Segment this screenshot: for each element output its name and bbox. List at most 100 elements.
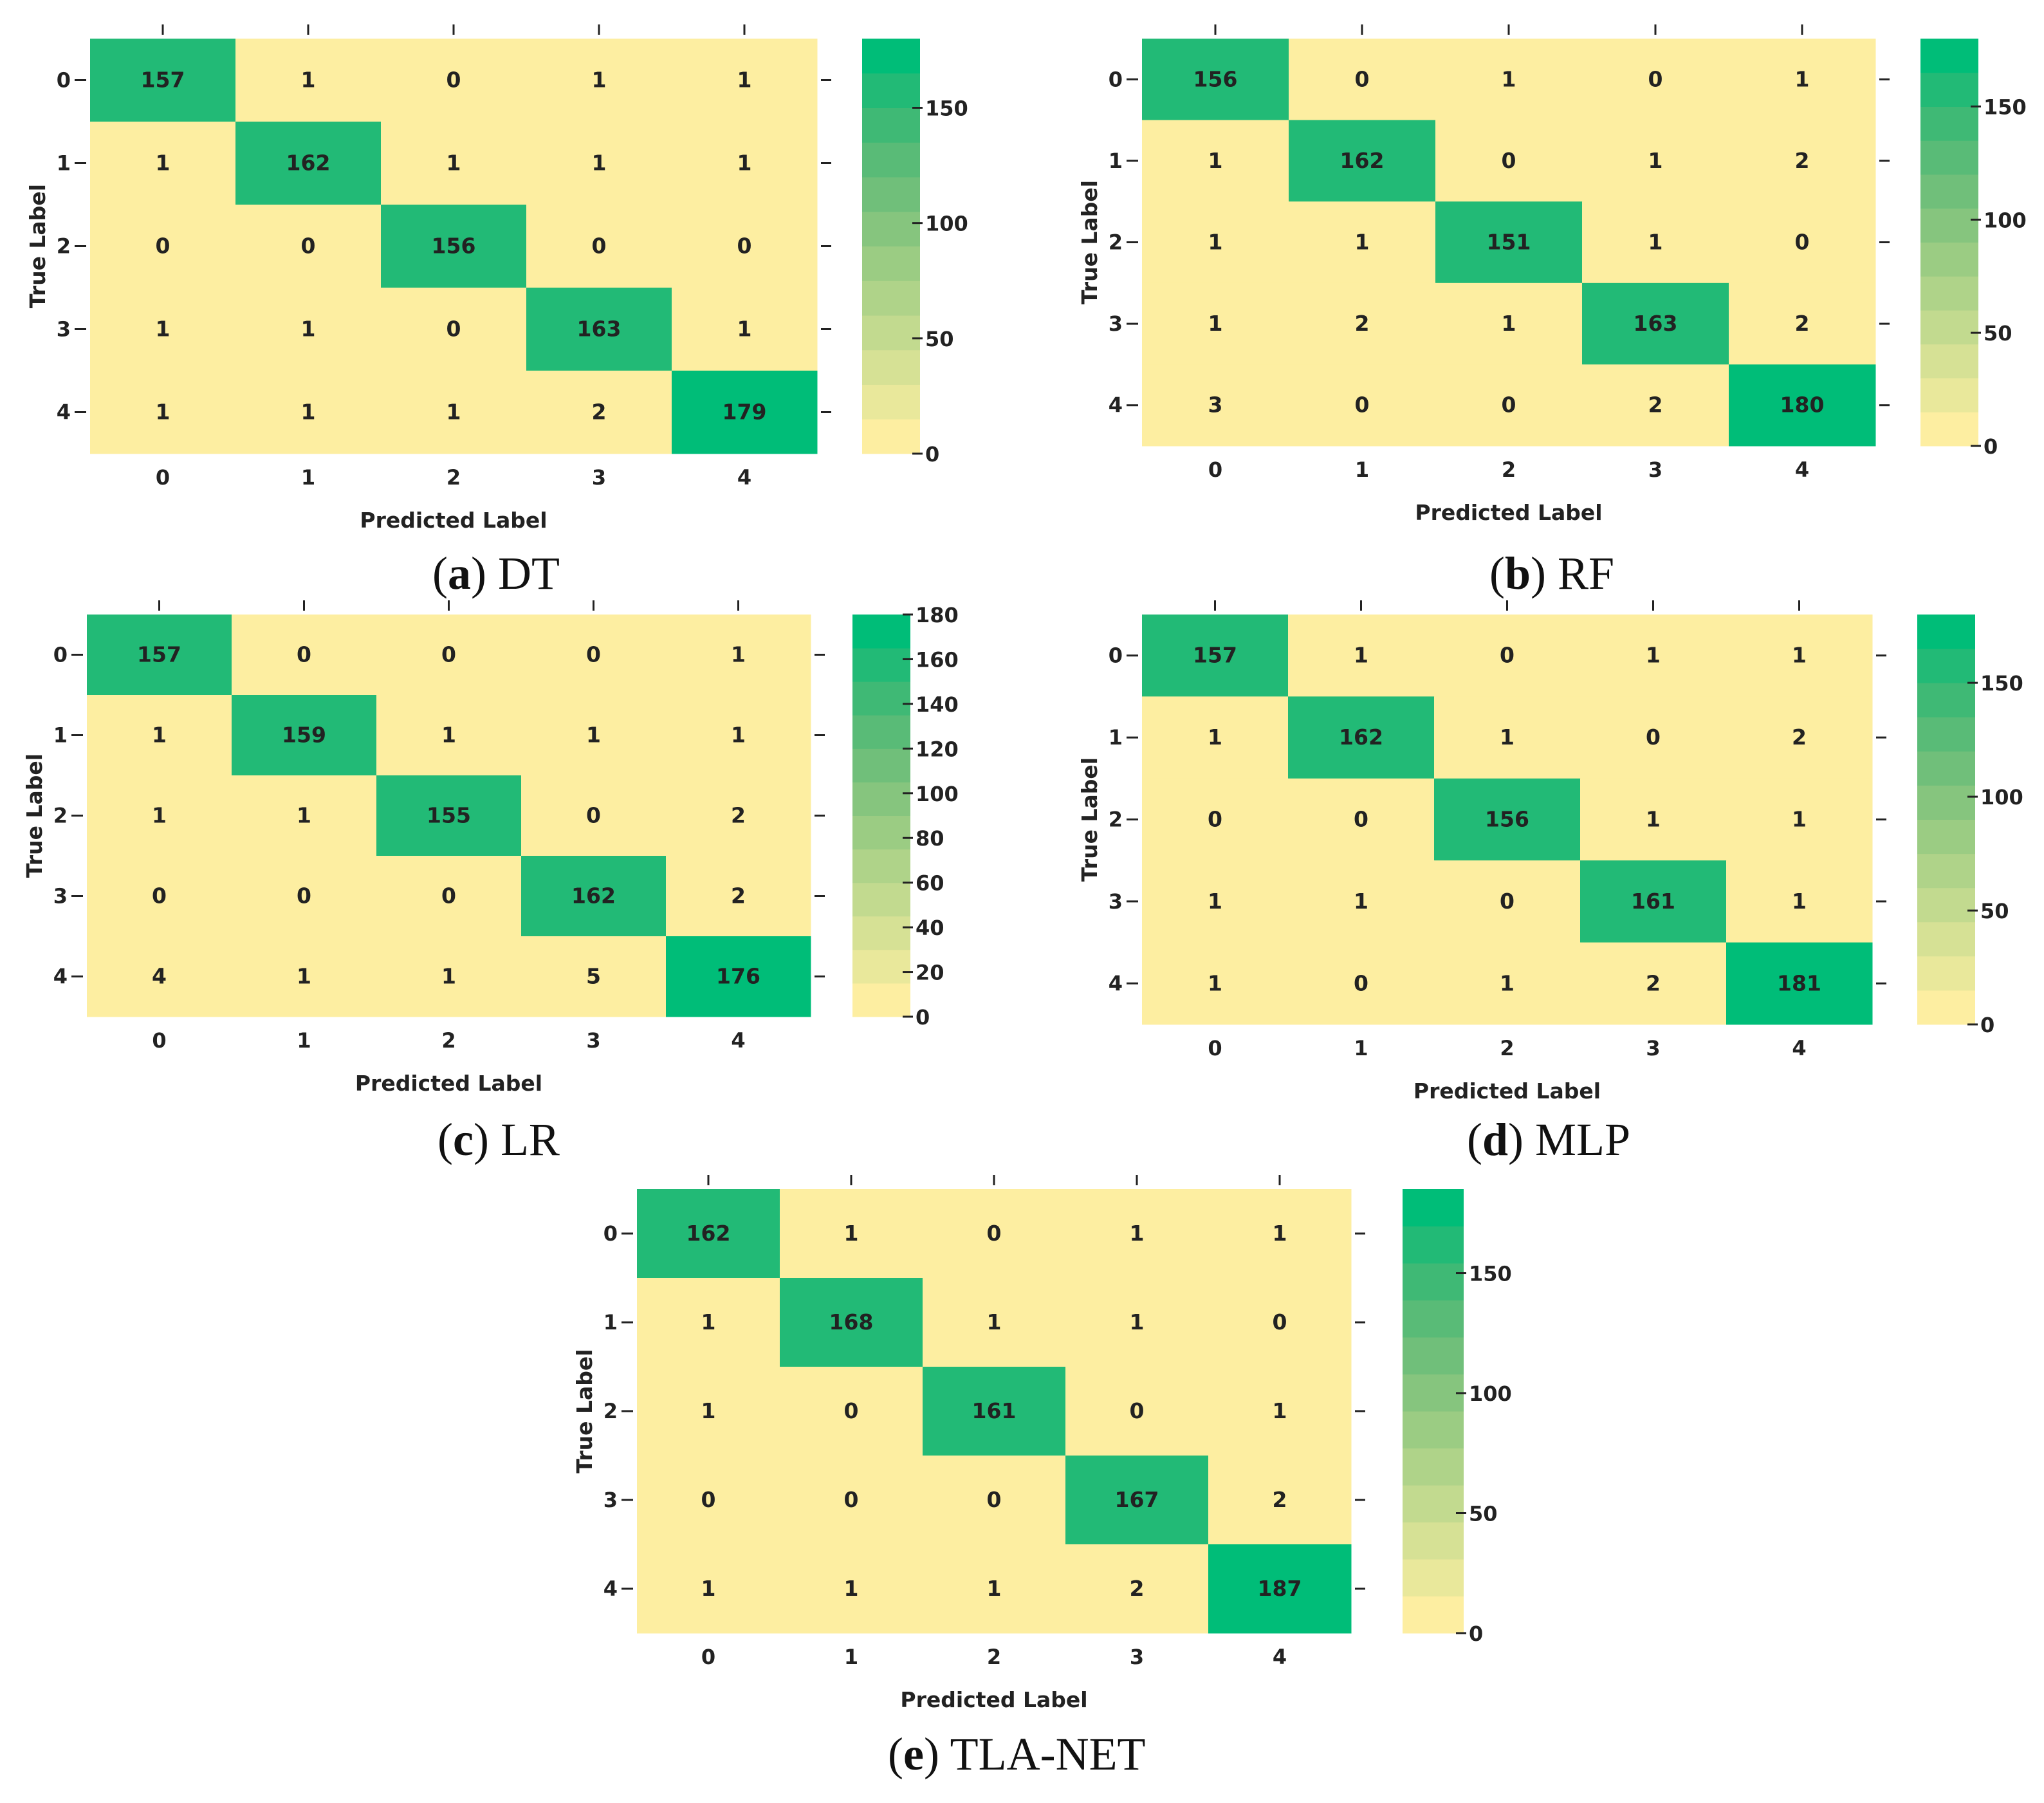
cell-value-label: 2 <box>1795 311 1810 336</box>
colorbar-step <box>1917 990 1975 1025</box>
heatmap-cell <box>1208 1278 1352 1367</box>
cell-value-label: 1 <box>731 723 746 748</box>
colorbar-step <box>1403 1337 1464 1374</box>
colorbar-step <box>1920 140 1978 175</box>
cell-value-label: 1 <box>701 1309 716 1335</box>
cell-value-label: 1 <box>1500 725 1515 750</box>
colorbar-step <box>1917 887 1975 923</box>
colorbar-step <box>852 748 910 782</box>
cell-value-label: 187 <box>1258 1576 1302 1601</box>
colorbar-step <box>862 349 920 385</box>
colorbar-step <box>1917 751 1975 786</box>
heatmap-cell <box>1065 1278 1209 1367</box>
cell-value-label: 1 <box>1273 1221 1287 1246</box>
colorbar-step <box>862 142 920 178</box>
colorbar-step <box>1920 242 1978 277</box>
cell-value-label: 0 <box>987 1487 1002 1512</box>
cell-value-label: 2 <box>1792 725 1807 750</box>
colorbar-tick-label: 150 <box>1984 95 2027 120</box>
colorbar-step <box>862 39 920 74</box>
cell-value-label: 1 <box>592 68 607 93</box>
cell-value-label: 1 <box>301 317 316 342</box>
x-tick-label: 2 <box>1502 458 1516 482</box>
cell-value-label: 2 <box>1130 1576 1145 1601</box>
x-tick-label: 4 <box>737 465 751 490</box>
heatmap-cell <box>1288 615 1435 697</box>
colorbar-step <box>1917 956 1975 991</box>
colorbar-tick-label: 0 <box>916 1005 930 1030</box>
cell-value-label: 1 <box>447 151 461 176</box>
colorbar-step <box>1920 412 1978 447</box>
heatmap-cell <box>1580 615 1727 697</box>
caption-lr: (c) LR <box>437 1114 560 1165</box>
heatmap-cell <box>1434 942 1581 1025</box>
cell-value-label: 0 <box>592 234 607 259</box>
x-tick-label: 3 <box>1130 1645 1144 1669</box>
heatmap-cell <box>1065 1367 1209 1456</box>
heatmap-cell <box>1729 201 1876 284</box>
cell-value-label: 0 <box>1502 148 1516 173</box>
heatmap-cell <box>1580 860 1727 943</box>
heatmap-cell <box>235 205 382 288</box>
heatmap-cell <box>235 288 382 371</box>
cell-value-label: 1 <box>1648 148 1663 173</box>
x-tick-label: 2 <box>441 1028 456 1053</box>
cell-value-label: 1 <box>1208 148 1223 173</box>
cell-value-label: 1 <box>1208 889 1222 914</box>
confusion-matrix-rf: 156 0 1 0 1 1 162 0 1 2 1 1 151 1 0 1 2 1 163 2 3 0 0 2 180 0 1 2 3 4… <box>1062 0 2044 618</box>
colorbar-step <box>852 983 910 1017</box>
x-tick-label: 0 <box>1208 458 1222 482</box>
colorbar-tick-label: 0 <box>1469 1622 1483 1646</box>
heatmap-cell <box>1142 696 1289 779</box>
cell-value-label: 1 <box>152 723 167 748</box>
heatmap-cell <box>637 1278 780 1367</box>
heatmap-cell <box>526 205 672 288</box>
colorbar-step <box>852 815 910 850</box>
colorbar-step <box>862 281 920 316</box>
cell-value-label: 0 <box>844 1487 859 1512</box>
heatmap-cell <box>232 615 377 696</box>
heatmap-cell <box>1142 364 1289 447</box>
heatmap-cell <box>1208 1544 1352 1634</box>
cell-value-label: 1 <box>737 151 752 176</box>
colorbar-step <box>862 419 920 454</box>
colorbar-tick-label: 50 <box>1469 1502 1498 1526</box>
x-tick-label: 0 <box>701 1645 715 1669</box>
y-tick-label: 1 <box>1109 149 1123 173</box>
colorbar-step <box>1920 276 1978 311</box>
cell-value-label: 157 <box>1193 643 1237 668</box>
x-tick-label: 0 <box>152 1028 166 1053</box>
caption-letter: e <box>903 1728 924 1780</box>
cell-value-label: 156 <box>1193 66 1238 91</box>
x-axis-label: Predicted Label <box>900 1687 1087 1712</box>
cell-value-label: 0 <box>156 234 170 259</box>
cell-value-label: 0 <box>152 883 167 909</box>
colorbar-step <box>862 177 920 212</box>
colorbar-step <box>1403 1300 1464 1338</box>
cell-value-label: 0 <box>987 1221 1002 1246</box>
cell-value-label: 0 <box>1646 725 1661 750</box>
cell-value-label: 0 <box>844 1398 859 1423</box>
cell-value-label: 1 <box>1208 230 1223 255</box>
cell-value-label: 0 <box>1355 393 1370 418</box>
cell-value-label: 4 <box>152 964 167 989</box>
colorbar-step <box>1403 1411 1464 1448</box>
colorbar-step <box>1917 717 1975 752</box>
cell-value-label: 179 <box>723 400 767 425</box>
heatmap-cell <box>1726 696 1873 779</box>
caption-letter: a <box>447 548 471 599</box>
colorbar-tick-label: 180 <box>916 603 959 627</box>
cell-value-label: 1 <box>1130 1309 1145 1335</box>
cell-value-label: 1 <box>301 68 316 93</box>
y-tick-label: 1 <box>53 723 68 748</box>
confusion-matrix-dt: 157 1 0 1 1 1 162 1 1 1 0 0 156 0 0 1 1 0 163 1 1 1 1 2 179 0 1 2 3 4… <box>0 0 1023 618</box>
cell-value-label: 1 <box>1208 970 1222 995</box>
cell-value-label: 1 <box>1792 643 1807 668</box>
cell-value-label: 168 <box>829 1309 874 1335</box>
colorbar-step <box>1920 106 1978 141</box>
colorbar-step <box>1403 1485 1464 1522</box>
heatmap-cell <box>672 39 818 122</box>
heatmap-cell <box>1435 282 1583 365</box>
heatmap-cell <box>672 122 818 205</box>
heatmap-cell <box>526 371 672 454</box>
